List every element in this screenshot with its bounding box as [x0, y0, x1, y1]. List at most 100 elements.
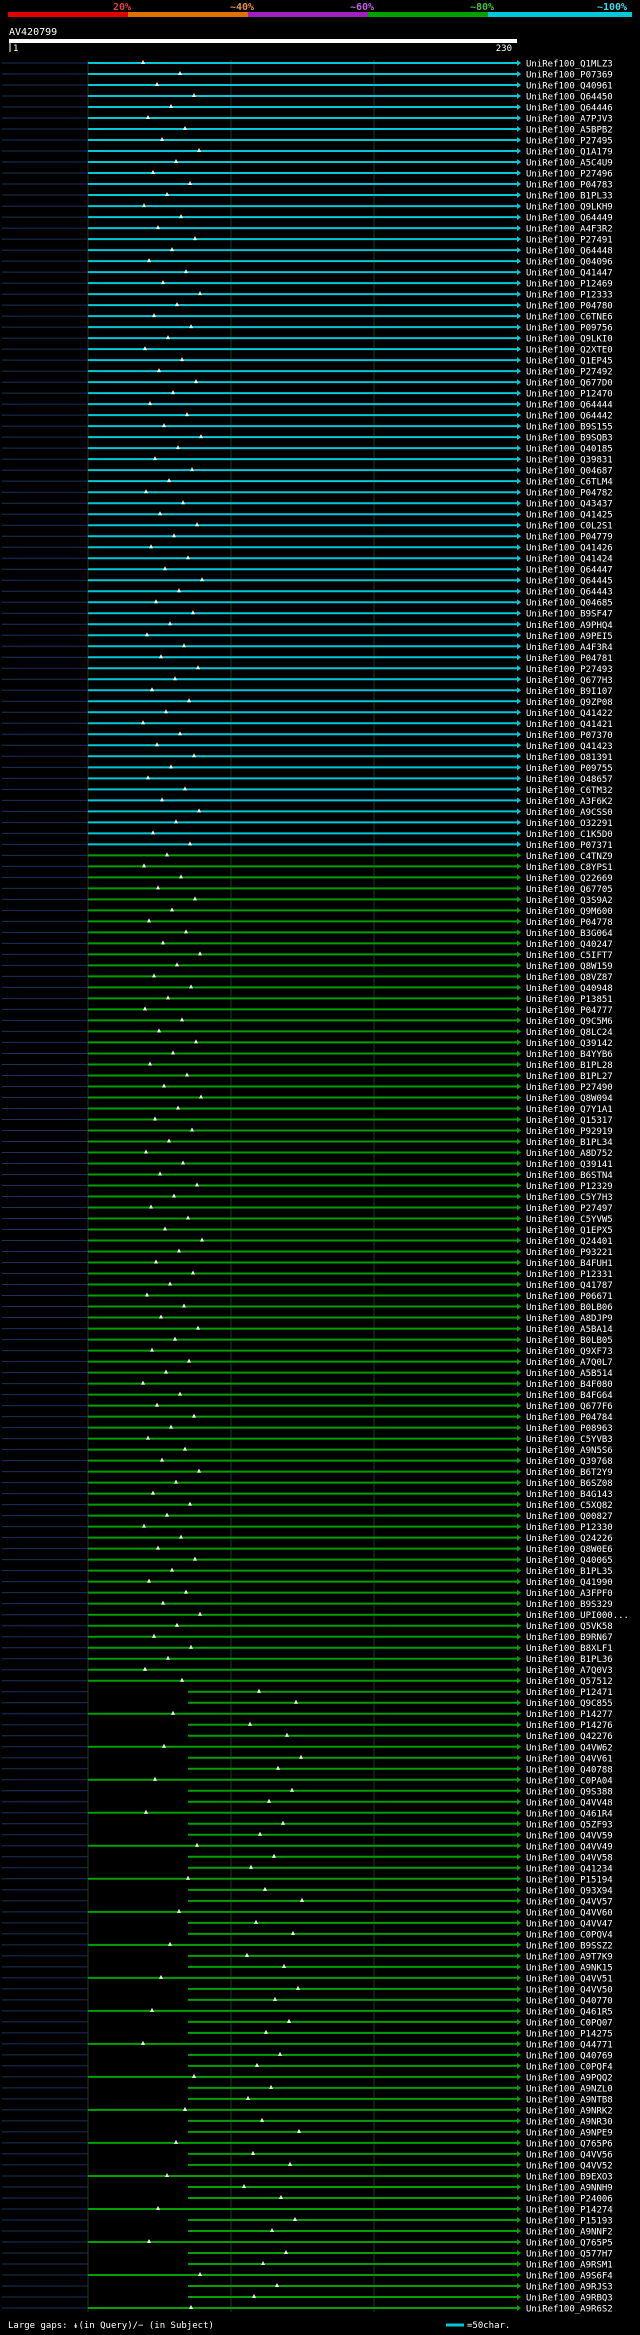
hit-row[interactable]: UniRef100_Q5ZF93	[2, 1820, 613, 1830]
hit-row[interactable]: UniRef100_P04778	[2, 918, 613, 928]
hit-label[interactable]: UniRef100_B9RN67	[526, 1633, 613, 1643]
hit-label[interactable]: UniRef100_B9S155	[526, 423, 613, 433]
hit-row[interactable]: UniRef100_P07371	[2, 841, 613, 851]
hit-row[interactable]: UniRef100_Q04685	[2, 599, 613, 609]
hit-label[interactable]: UniRef100_Q42276	[526, 1732, 613, 1742]
hit-row[interactable]: UniRef100_C5YVB3	[2, 1435, 613, 1445]
hit-row[interactable]: UniRef100_A5BPB2	[2, 126, 613, 136]
hit-row[interactable]: UniRef100_A9PEI5	[2, 632, 613, 642]
hit-label[interactable]: UniRef100_B9SQB3	[526, 434, 613, 444]
hit-label[interactable]: UniRef100_Q04685	[526, 599, 613, 609]
hit-row[interactable]: UniRef100_C0PA04	[2, 1776, 613, 1786]
hit-label[interactable]: UniRef100_Q22669	[526, 874, 613, 884]
hit-row[interactable]: UniRef100_B1PL28	[2, 1061, 613, 1071]
hit-row[interactable]: UniRef100_Q1A179	[2, 148, 613, 158]
hit-label[interactable]: UniRef100_Q461R5	[526, 2007, 613, 2017]
hit-label[interactable]: UniRef100_O48657	[526, 775, 613, 785]
hit-row[interactable]: UniRef100_B9S155	[2, 423, 613, 433]
hit-row[interactable]: UniRef100_Q8W159	[2, 962, 613, 972]
hit-row[interactable]: UniRef100_Q461R4	[2, 1809, 613, 1819]
hit-label[interactable]: UniRef100_Q40788	[526, 1765, 613, 1775]
hit-label[interactable]: UniRef100_Q64447	[526, 566, 613, 576]
hit-label[interactable]: UniRef100_Q2XTE0	[526, 346, 613, 356]
hit-label[interactable]: UniRef100_Q41423	[526, 742, 613, 752]
hit-row[interactable]: UniRef100_B4F080	[2, 1380, 613, 1390]
hit-label[interactable]: UniRef100_P15193	[526, 2216, 613, 2226]
hit-label[interactable]: UniRef100_Q4VW62	[526, 1743, 613, 1753]
hit-row[interactable]: UniRef100_Q04687	[2, 467, 613, 477]
hit-row[interactable]: UniRef100_Q677H3	[2, 676, 613, 686]
hit-row[interactable]: UniRef100_P04784	[2, 1413, 613, 1423]
hit-row[interactable]: UniRef100_A9N5S6	[2, 1446, 613, 1456]
hit-label[interactable]: UniRef100_B3G064	[526, 929, 613, 939]
hit-label[interactable]: UniRef100_B6STN4	[526, 1171, 613, 1181]
hit-label[interactable]: UniRef100_Q8W094	[526, 1094, 613, 1104]
hit-label[interactable]: UniRef100_Q4VV49	[526, 1842, 613, 1852]
hit-row[interactable]: UniRef100_B3G064	[2, 929, 613, 939]
hit-row[interactable]: UniRef100_P09756	[2, 324, 613, 334]
hit-row[interactable]: UniRef100_C0PQ07	[2, 2018, 613, 2028]
hit-label[interactable]: UniRef100_P14276	[526, 1721, 613, 1731]
hit-label[interactable]: UniRef100_P06671	[526, 1292, 613, 1302]
hit-label[interactable]: UniRef100_C0PQF4	[526, 2062, 613, 2072]
hit-row[interactable]: UniRef100_P14276	[2, 1721, 613, 1731]
hit-label[interactable]: UniRef100_Q4VV51	[526, 1974, 613, 1984]
hit-label[interactable]: UniRef100_Q64450	[526, 93, 613, 103]
hit-row[interactable]: UniRef100_Q43437	[2, 500, 613, 510]
hit-row[interactable]: UniRef100_B6STN4	[2, 1171, 613, 1181]
hit-row[interactable]: UniRef100_Q39141	[2, 1160, 613, 1170]
hit-label[interactable]: UniRef100_A9NPE9	[526, 2128, 613, 2138]
hit-label[interactable]: UniRef100_P04782	[526, 489, 613, 499]
hit-label[interactable]: UniRef100_P27497	[526, 1204, 613, 1214]
hit-label[interactable]: UniRef100_Q765P6	[526, 2139, 613, 2149]
hit-row[interactable]: UniRef100_A4F3R4	[2, 643, 613, 653]
hit-row[interactable]: UniRef100_B9RN67	[2, 1633, 613, 1643]
hit-row[interactable]: UniRef100_Q41447	[2, 269, 613, 279]
hit-row[interactable]: UniRef100_Q2XTE0	[2, 346, 613, 356]
hit-row[interactable]: UniRef100_Q765P5	[2, 2238, 613, 2248]
hit-row[interactable]: UniRef100_A5B514	[2, 1369, 613, 1379]
hit-row[interactable]: UniRef100_P27492	[2, 368, 613, 378]
hit-label[interactable]: UniRef100_Q39831	[526, 456, 613, 466]
hit-label[interactable]: UniRef100_A9PEI5	[526, 632, 613, 642]
hit-label[interactable]: UniRef100_P92919	[526, 1127, 613, 1137]
hit-row[interactable]: UniRef100_A5C4U9	[2, 159, 613, 169]
hit-label[interactable]: UniRef100_Q677D0	[526, 379, 613, 389]
hit-row[interactable]: UniRef100_Q42276	[2, 1732, 613, 1742]
hit-label[interactable]: UniRef100_Q40247	[526, 940, 613, 950]
hit-row[interactable]: UniRef100_Q8W0E6	[2, 1545, 613, 1555]
hit-row[interactable]: UniRef100_Q40769	[2, 2051, 613, 2061]
hit-label[interactable]: UniRef100_Q9C855	[526, 1699, 613, 1709]
hit-row[interactable]: UniRef100_A9NNH9	[2, 2183, 613, 2193]
hit-label[interactable]: UniRef100_A4F3R2	[526, 225, 613, 235]
hit-label[interactable]: UniRef100_C0PA04	[526, 1776, 613, 1786]
hit-label[interactable]: UniRef100_P12470	[526, 390, 613, 400]
hit-label[interactable]: UniRef100_P04780	[526, 302, 613, 312]
hit-row[interactable]: UniRef100_Q41424	[2, 555, 613, 565]
hit-label[interactable]: UniRef100_Q4VV48	[526, 1798, 613, 1808]
hit-row[interactable]: UniRef100_Q9ZP08	[2, 698, 613, 708]
hit-label[interactable]: UniRef100_Q24226	[526, 1534, 613, 1544]
hit-label[interactable]: UniRef100_O81391	[526, 753, 613, 763]
hit-row[interactable]: UniRef100_C0PQF4	[2, 2062, 613, 2072]
hit-label[interactable]: UniRef100_B8XLF1	[526, 1644, 613, 1654]
hit-label[interactable]: UniRef100_B4F080	[526, 1380, 613, 1390]
hit-label[interactable]: UniRef100_B0LB06	[526, 1303, 613, 1313]
hit-row[interactable]: UniRef100_Q1MLZ3	[2, 60, 613, 70]
hit-label[interactable]: UniRef100_P04784	[526, 1413, 613, 1423]
hit-label[interactable]: UniRef100_Q00827	[526, 1512, 613, 1522]
hit-label[interactable]: UniRef100_C5Y7H3	[526, 1193, 613, 1203]
hit-row[interactable]: UniRef100_P09755	[2, 764, 613, 774]
hit-row[interactable]: UniRef100_A3F6K2	[2, 797, 613, 807]
hit-label[interactable]: UniRef100_A3FPF0	[526, 1589, 613, 1599]
hit-row[interactable]: UniRef100_Q41787	[2, 1281, 613, 1291]
hit-row[interactable]: UniRef100_P08963	[2, 1424, 613, 1434]
hit-row[interactable]: UniRef100_A9S6F4	[2, 2271, 613, 2281]
hit-row[interactable]: UniRef100_P04783	[2, 181, 613, 191]
hit-row[interactable]: UniRef100_Q40770	[2, 1996, 613, 2006]
hit-row[interactable]: UniRef100_P07369	[2, 71, 613, 81]
hit-label[interactable]: UniRef100_C0PQ07	[526, 2018, 613, 2028]
hit-label[interactable]: UniRef100_Q41422	[526, 709, 613, 719]
hit-row[interactable]: UniRef100_Q41422	[2, 709, 613, 719]
hit-row[interactable]: UniRef100_Q44771	[2, 2040, 613, 2050]
